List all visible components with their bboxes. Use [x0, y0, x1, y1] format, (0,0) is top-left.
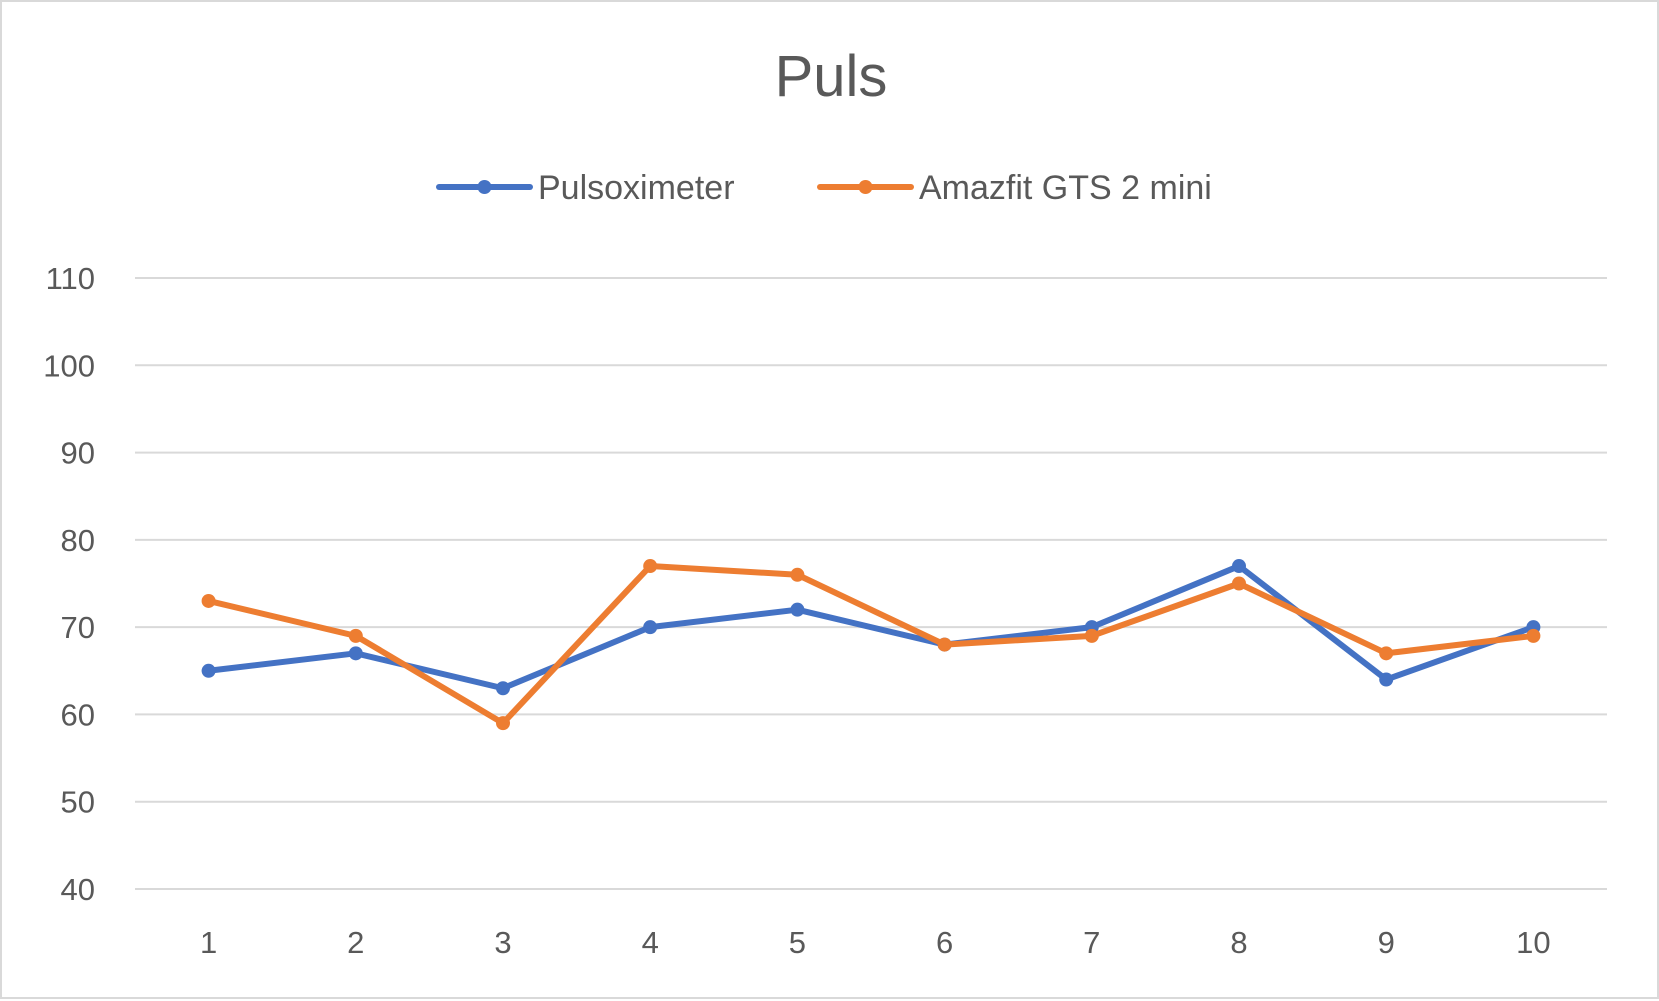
legend-label: Amazfit GTS 2 mini [919, 169, 1212, 207]
data-point [790, 567, 805, 582]
y-tick-label: 80 [61, 523, 95, 558]
data-point [348, 628, 363, 643]
series-2 [201, 559, 1541, 731]
y-tick-label: 40 [61, 872, 95, 907]
gridlines [135, 277, 1607, 890]
x-tick-label: 10 [1516, 925, 1550, 960]
data-point [1526, 628, 1541, 643]
data-point [201, 593, 216, 608]
data-point [1232, 559, 1246, 574]
y-tick-label: 100 [43, 348, 95, 383]
legend-swatch-marker [858, 180, 873, 194]
x-tick-label: 5 [789, 925, 806, 960]
legend-item: Pulsoximeter [436, 169, 735, 207]
data-point [643, 559, 658, 574]
legend-swatch-marker [477, 180, 492, 194]
x-tick-label: 3 [494, 925, 511, 960]
data-point [201, 663, 216, 678]
data-point [496, 716, 510, 731]
data-point [1379, 672, 1394, 687]
x-tick-label: 7 [1083, 925, 1100, 960]
data-point [348, 646, 363, 661]
data-point [643, 620, 658, 635]
x-tick-label: 2 [347, 925, 364, 960]
legend: Pulsoximeter Amazfit GTS 2 mini [436, 169, 1212, 207]
x-tick-label: 9 [1378, 925, 1395, 960]
y-axis: 40 50 60 70 80 90 100 110 [43, 261, 95, 907]
x-axis: 1 2 3 4 5 6 7 8 9 10 [200, 925, 1551, 960]
data-point [1084, 628, 1099, 643]
series-layer [201, 559, 1541, 731]
chart-title: Puls [775, 44, 888, 109]
y-tick-label: 110 [46, 261, 95, 296]
x-tick-label: 4 [642, 925, 659, 960]
data-point [790, 602, 805, 617]
series-1 [201, 559, 1541, 696]
x-tick-label: 1 [200, 925, 217, 960]
data-point [496, 681, 510, 696]
x-tick-label: 6 [936, 925, 953, 960]
data-point [1379, 646, 1394, 661]
series-line [205, 563, 1537, 692]
series-line [205, 563, 1537, 727]
y-tick-label: 50 [61, 785, 95, 820]
y-tick-label: 60 [61, 697, 95, 732]
data-point [937, 637, 952, 652]
legend-label: Pulsoximeter [538, 169, 735, 207]
y-tick-label: 90 [61, 436, 95, 471]
y-tick-label: 70 [61, 610, 95, 645]
data-point [1232, 576, 1246, 591]
x-tick-label: 8 [1230, 925, 1247, 960]
legend-item: Amazfit GTS 2 mini [817, 169, 1212, 207]
